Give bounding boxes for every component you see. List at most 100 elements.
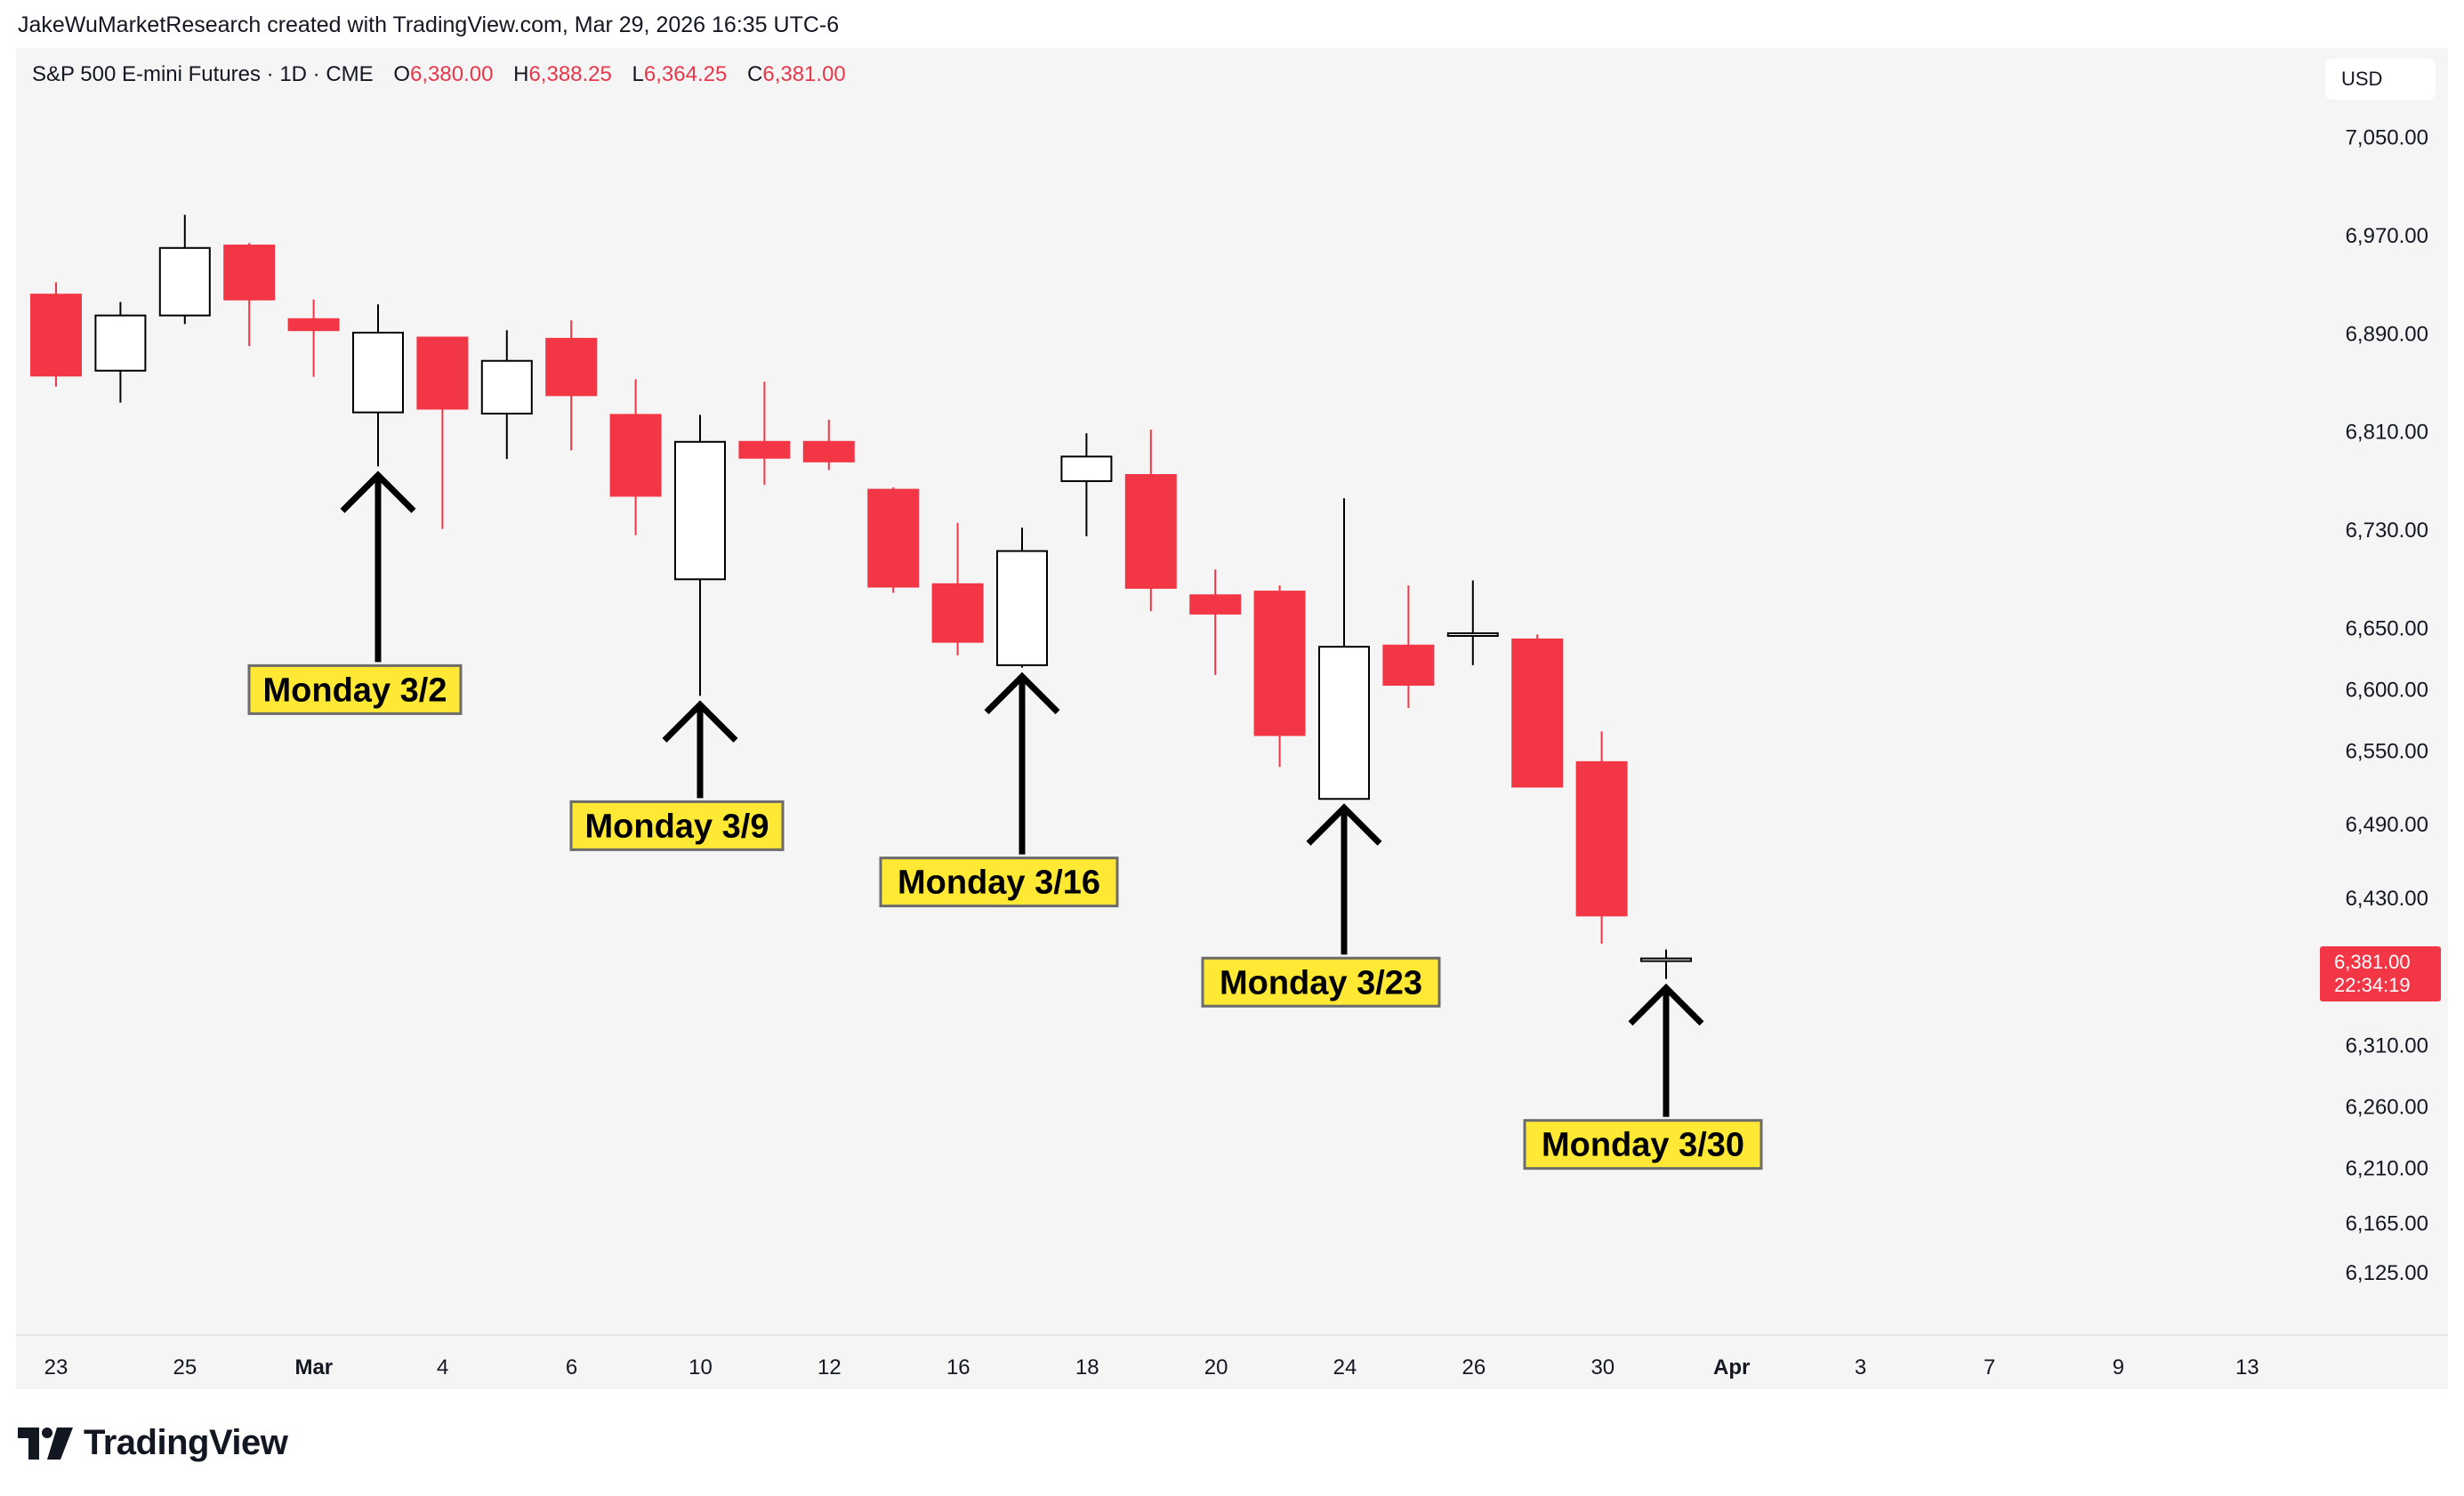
candle-body <box>1446 632 1499 637</box>
candle-body <box>352 331 404 414</box>
annotation-label: Monday 3/23 <box>1220 964 1422 1001</box>
time-axis-label: 23 <box>44 1355 68 1379</box>
candle <box>352 304 404 467</box>
close-value: 6,381.00 <box>762 62 846 86</box>
candle-body <box>1575 760 1628 917</box>
candle-body <box>609 414 662 497</box>
candle <box>931 522 984 656</box>
price-axis-label: 6,125.00 <box>2346 1261 2428 1285</box>
time-axis-label: 12 <box>817 1355 841 1379</box>
annotation-label: Monday 3/9 <box>585 808 769 845</box>
chart-panel[interactable] <box>16 48 2448 1389</box>
candle <box>1318 498 1370 800</box>
candle-body <box>996 550 1048 666</box>
candles-group <box>30 214 1692 979</box>
candle-body <box>287 318 340 332</box>
time-axis: 23 25 Mar 4 6 10 12 16 18 20 24 26 30 Apr 3 7 9 13 <box>44 1355 2259 1379</box>
candle <box>1253 585 1306 768</box>
high-key: H <box>513 62 529 86</box>
low-value: 6,364.25 <box>643 62 728 86</box>
annotation[interactable]: Monday 3/30 <box>1523 983 1763 1170</box>
price-axis-label: 6,890.00 <box>2346 322 2428 346</box>
annotation[interactable]: Monday 3/9 <box>569 700 785 851</box>
candle <box>158 214 211 325</box>
time-axis-label: 20 <box>1204 1355 1228 1379</box>
candle-body <box>802 440 855 462</box>
candle-body <box>480 359 533 415</box>
candle <box>1060 433 1113 537</box>
symbol-name[interactable]: S&P 500 E-mini Futures · 1D · CME <box>32 62 374 86</box>
time-axis-label: 18 <box>1075 1355 1099 1379</box>
arrow-up-icon <box>662 700 738 743</box>
candle <box>287 299 340 377</box>
annotation[interactable]: Monday 3/16 <box>879 672 1119 908</box>
candle-body <box>674 440 726 581</box>
time-axis-label: 4 <box>437 1355 448 1379</box>
candle-body <box>1189 594 1242 615</box>
close-key: C <box>747 62 763 86</box>
time-axis-label: 30 <box>1590 1355 1614 1379</box>
candle-body <box>931 583 984 643</box>
tradingview-logo[interactable]: TradingView <box>18 1423 288 1463</box>
chart-credit: JakeWuMarketResearch created with Tradin… <box>18 12 840 37</box>
symbol-legend: S&P 500 E-mini Futures · 1D · CME O6,380… <box>32 62 846 87</box>
annotation-label-box <box>1523 1119 1763 1170</box>
price-axis-label: 6,260.00 <box>2346 1096 2428 1120</box>
candle-body <box>1318 646 1370 800</box>
time-axis-label: Apr <box>1713 1355 1750 1379</box>
candle <box>996 527 1048 668</box>
tradingview-logo-icon <box>18 1427 73 1460</box>
time-axis-label: 25 <box>173 1355 197 1379</box>
price-axis-label: 6,810.00 <box>2346 421 2428 445</box>
candle <box>545 320 598 451</box>
annotation[interactable]: Monday 3/23 <box>1201 803 1441 1008</box>
candle <box>738 382 791 486</box>
candle <box>223 243 276 347</box>
candle <box>1382 585 1435 709</box>
price-axis-label: 6,600.00 <box>2346 678 2428 702</box>
annotation-label: Monday 3/2 <box>263 672 447 709</box>
candle-body <box>1382 644 1435 686</box>
price-axis-label: 6,310.00 <box>2346 1034 2428 1058</box>
arrow-up-icon <box>1628 983 1704 1026</box>
time-axis-label: 26 <box>1462 1355 1486 1379</box>
candle-body <box>1253 591 1306 736</box>
annotation-label-box <box>247 664 463 715</box>
time-axis-label: 3 <box>1855 1355 1866 1379</box>
candle-body <box>1511 638 1564 788</box>
price-axis-label: 7,050.00 <box>2346 126 2428 150</box>
candle <box>94 302 147 403</box>
candle <box>1189 569 1242 675</box>
price-axis-label: 6,165.00 <box>2346 1212 2428 1236</box>
candle <box>609 379 662 535</box>
time-axis-label: Mar <box>294 1355 333 1379</box>
candle <box>802 419 855 471</box>
open-key: O <box>393 62 411 86</box>
time-axis-label: 9 <box>2113 1355 2124 1379</box>
price-axis-label: 6,730.00 <box>2346 519 2428 543</box>
price-axis-label: 6,550.00 <box>2346 739 2428 763</box>
high-value: 6,388.25 <box>528 62 612 86</box>
candle-body <box>416 336 469 410</box>
candle-body <box>545 337 598 397</box>
candle <box>30 282 82 387</box>
price-axis-label: 6,490.00 <box>2346 813 2428 837</box>
candle-body <box>867 488 920 588</box>
candle <box>1511 634 1564 788</box>
candle-body <box>30 294 82 377</box>
candle <box>674 414 726 696</box>
currency-button[interactable]: USD <box>2325 59 2436 100</box>
candle <box>480 330 533 460</box>
price-axis-label: 6,430.00 <box>2346 887 2428 911</box>
time-axis-label: 7 <box>1984 1355 1995 1379</box>
price-axis-label: 6,650.00 <box>2346 616 2428 640</box>
price-axis-label: 6,970.00 <box>2346 224 2428 248</box>
annotation-label-box <box>1201 956 1441 1008</box>
annotation[interactable]: Monday 3/2 <box>247 471 463 715</box>
candle-body <box>1640 957 1692 962</box>
arrow-up-icon <box>1306 803 1382 846</box>
candle-body <box>1124 474 1177 589</box>
annotation-label: Monday 3/16 <box>898 865 1100 902</box>
candle <box>1575 731 1628 945</box>
